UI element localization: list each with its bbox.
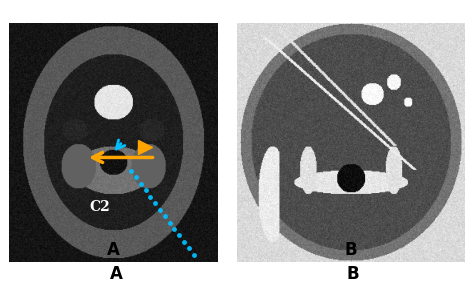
- Text: A: A: [107, 241, 120, 259]
- Text: B: B: [347, 265, 359, 283]
- Text: A: A: [109, 265, 123, 283]
- Text: B: B: [345, 241, 357, 259]
- Text: C2: C2: [90, 200, 110, 214]
